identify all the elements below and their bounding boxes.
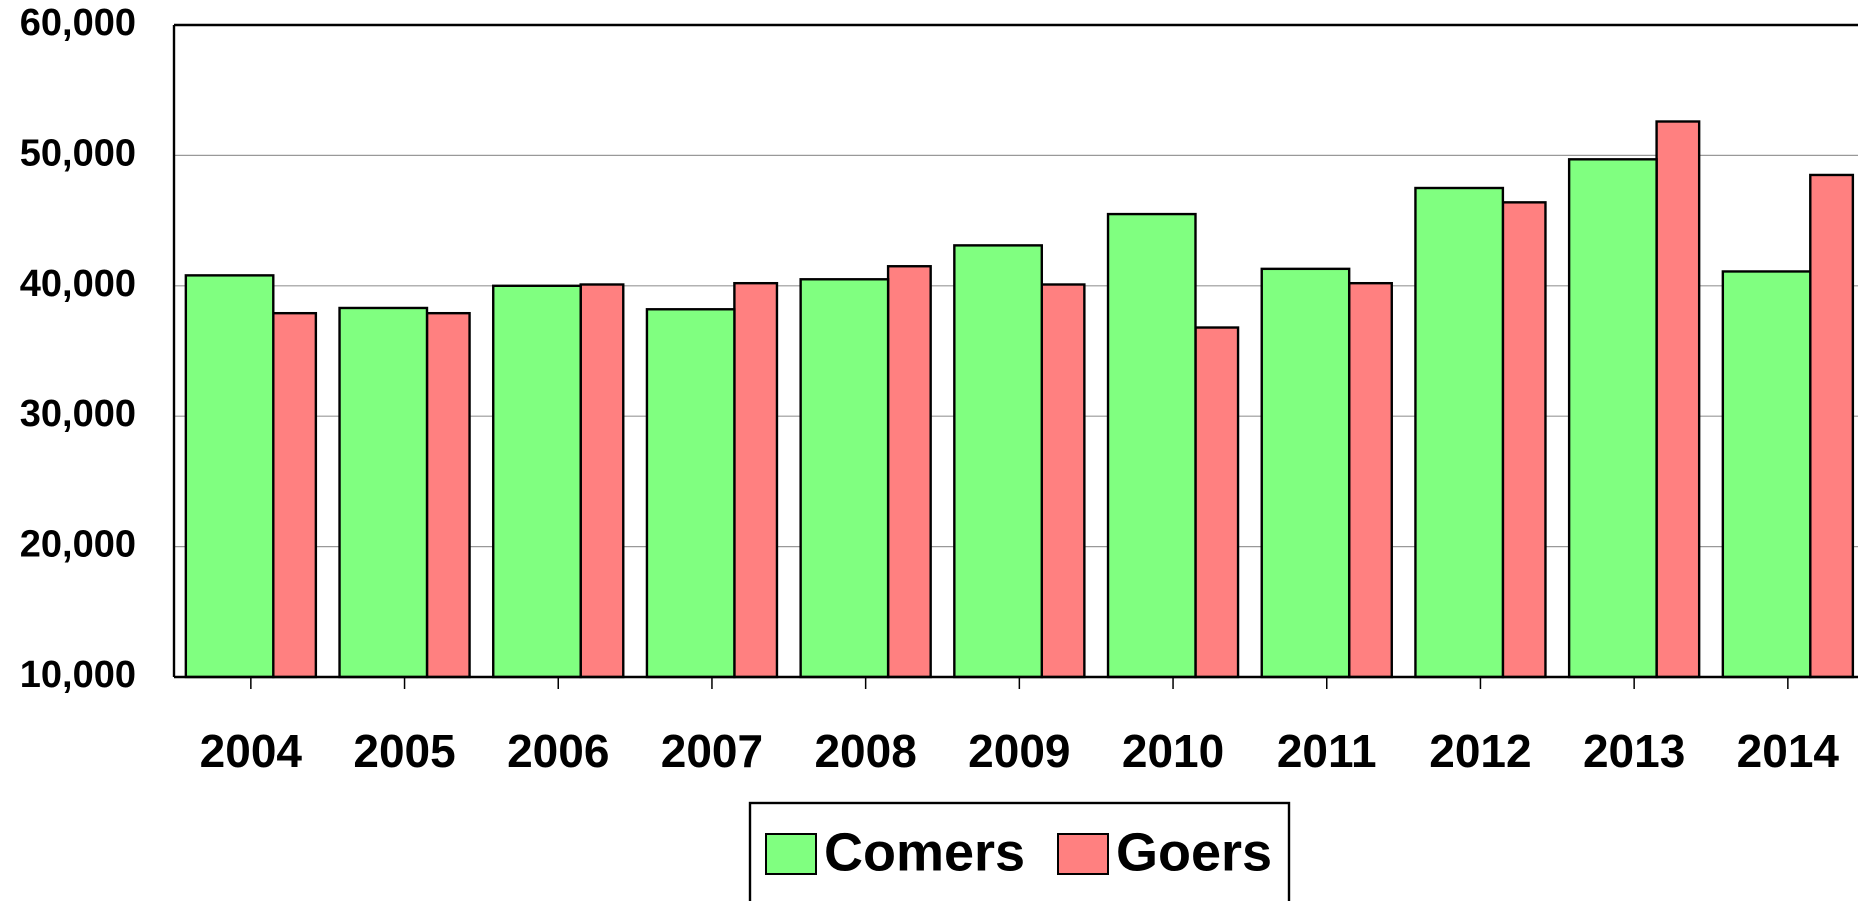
bar [645,308,736,679]
x-tick-label: 2005 [353,725,455,777]
legend: Comers Goers [748,801,1291,901]
bar [799,278,890,679]
bar [1809,173,1855,679]
bar [1194,326,1240,679]
bar [1721,270,1812,679]
bar [579,283,625,679]
legend-swatch [765,833,817,875]
bar [272,311,318,679]
y-tick-label: 10,000 [20,654,136,696]
bar [492,284,582,679]
legend-swatch [1057,833,1109,875]
bar [1501,201,1547,679]
bar [338,306,429,679]
x-tick-label: 2009 [968,725,1070,777]
bar [1040,283,1086,679]
bar [184,274,275,679]
x-tick-label: 2007 [661,725,763,777]
bar [1260,267,1351,679]
bar [1567,158,1658,679]
y-tick-label: 20,000 [20,524,136,566]
y-tick-label: 40,000 [20,263,136,305]
bar [733,281,779,679]
y-tick-label: 50,000 [20,132,136,174]
bar [953,244,1043,679]
legend-label: Comers [824,822,1025,882]
y-tick-label: 30,000 [20,393,136,435]
x-tick-label: 2004 [200,725,303,777]
x-tick-label: 2012 [1429,725,1531,777]
bar [1655,120,1701,679]
bar [1347,281,1393,679]
x-tick-label: 2008 [814,725,916,777]
x-tick-label: 2010 [1122,725,1224,777]
x-tick-label: 2014 [1737,725,1840,777]
bar [425,311,471,679]
bar [1414,186,1505,679]
bar [886,265,932,679]
legend-box [748,801,1291,901]
legend-label: Goers [1116,822,1272,882]
bar [1106,212,1197,679]
x-tick-label: 2006 [507,725,609,777]
x-tick-label: 2013 [1583,725,1685,777]
x-tick-label: 2011 [1277,725,1377,777]
y-tick-label: 60,000 [20,2,136,44]
